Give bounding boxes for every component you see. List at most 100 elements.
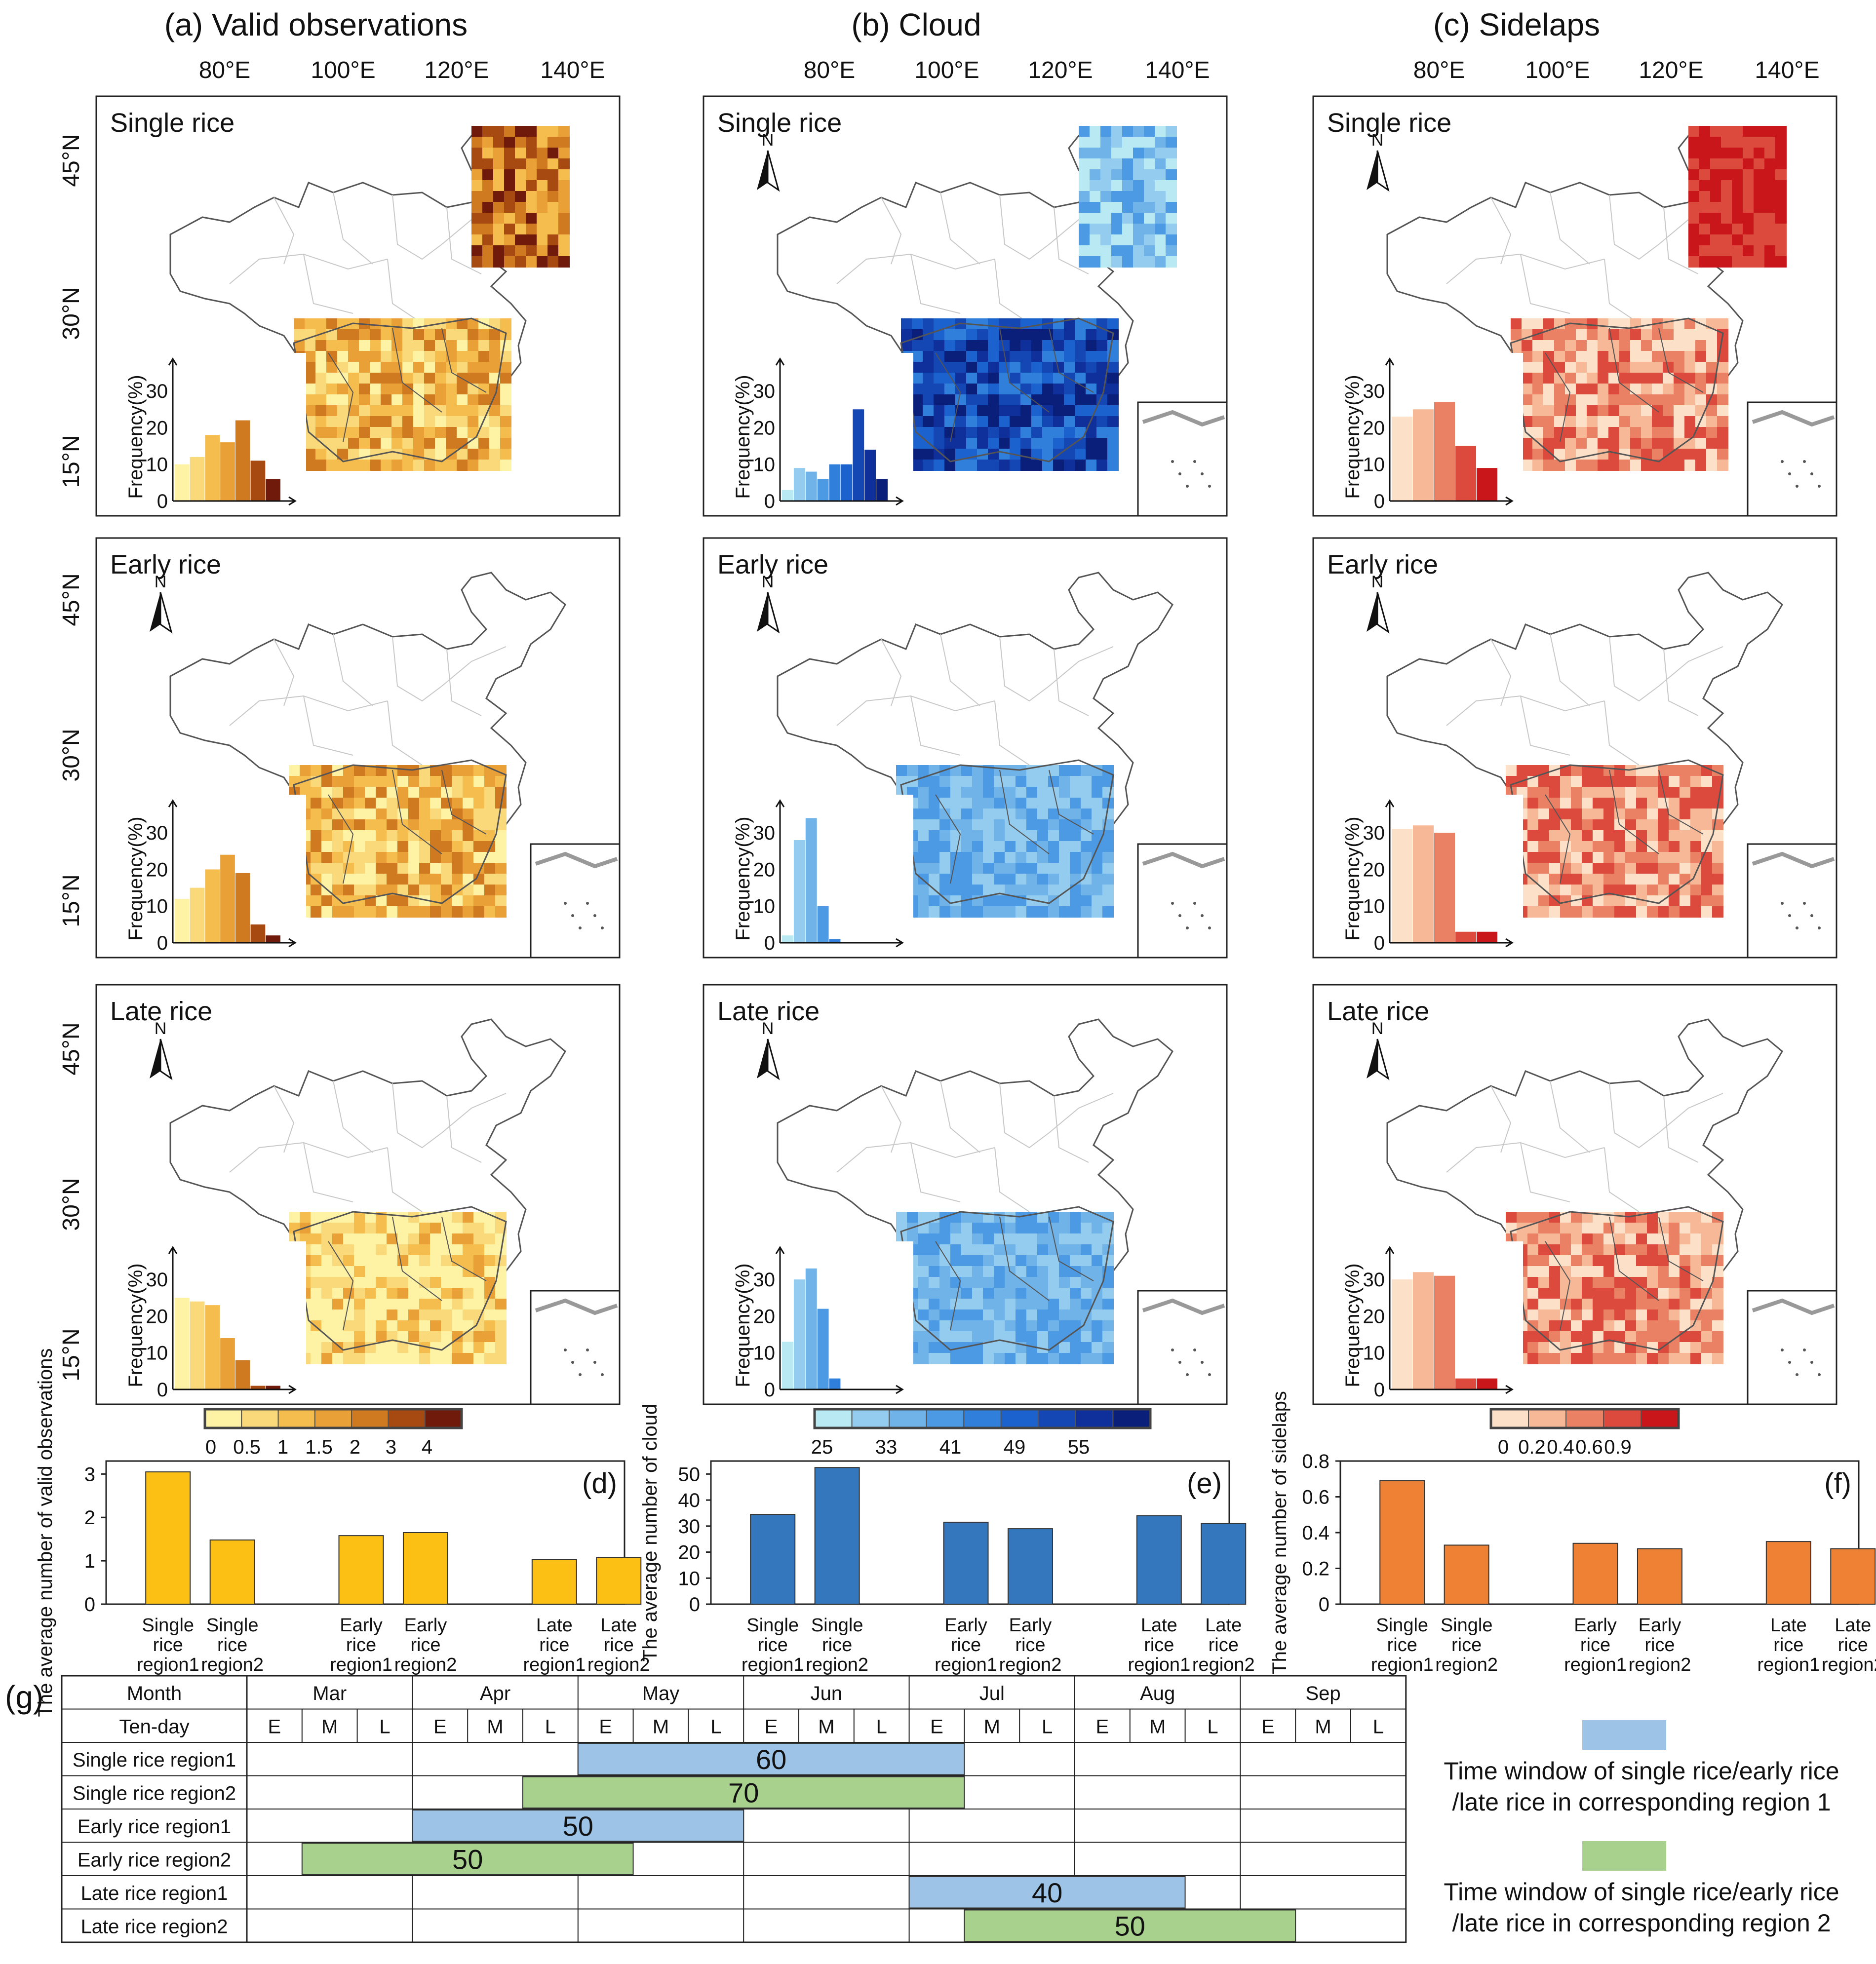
map-cell — [365, 841, 376, 852]
hist-tick-label: 30 — [753, 381, 776, 402]
map-cell — [1144, 158, 1155, 170]
map-cell — [1543, 405, 1555, 417]
histogram-bar — [1434, 1275, 1455, 1389]
map-cell — [1603, 1255, 1615, 1267]
map-cell — [457, 405, 468, 417]
map-cell — [1593, 1288, 1604, 1299]
map-cell — [478, 351, 490, 362]
map-cell — [1603, 1342, 1615, 1353]
map-cell — [1641, 394, 1652, 406]
dekad-label: M — [321, 1716, 338, 1737]
map-cell — [473, 1277, 485, 1288]
map-cell — [1712, 1277, 1723, 1288]
map-cell — [1658, 852, 1669, 863]
map-cell — [526, 213, 537, 224]
map-cell — [370, 373, 381, 384]
map-cell — [999, 373, 1010, 384]
map-cell — [912, 373, 923, 384]
map-cell — [1081, 1233, 1092, 1245]
map-cell — [1680, 1255, 1691, 1267]
map-cell — [1636, 787, 1647, 798]
hist-y-arrow — [775, 1246, 785, 1254]
map-cell — [1658, 776, 1669, 787]
map-cell — [1710, 224, 1721, 235]
map-cell — [929, 1299, 940, 1310]
map-cell — [1102, 852, 1114, 863]
map-cell — [1614, 1309, 1626, 1321]
map-cell — [1081, 1266, 1092, 1277]
map-cell — [944, 351, 956, 362]
map-cell — [558, 126, 570, 137]
map-cell — [944, 384, 956, 395]
map-cell — [1608, 460, 1620, 471]
hist-tick-label: 30 — [1363, 822, 1385, 844]
map-cell — [1695, 449, 1707, 460]
map-cell — [950, 1309, 962, 1321]
category-label: Late — [536, 1615, 573, 1636]
map-cell — [321, 765, 333, 776]
map-cell — [391, 427, 403, 438]
map-cell — [430, 841, 441, 852]
lat-tick: 45°N — [58, 573, 84, 626]
map-cell — [391, 416, 403, 427]
map-cell — [1732, 234, 1743, 246]
map-cell — [1754, 148, 1765, 159]
map-cell — [983, 1233, 994, 1245]
map-cell — [1081, 776, 1092, 787]
map-cell — [1549, 819, 1561, 831]
map-cell — [430, 798, 441, 809]
map-cell — [1674, 416, 1685, 427]
map-cell — [332, 1320, 344, 1332]
map-cell — [1706, 384, 1718, 395]
bar — [531, 1559, 577, 1605]
map-cell — [1571, 1320, 1582, 1332]
map-cell — [1571, 1223, 1582, 1234]
map-cell — [1576, 351, 1587, 362]
map-cell — [1587, 340, 1598, 351]
map-cell — [1549, 1342, 1561, 1353]
map-cell — [1079, 213, 1090, 224]
inset-island — [593, 914, 596, 917]
map-cell — [1133, 202, 1144, 213]
map-cell — [1037, 798, 1049, 809]
region-boundary — [1545, 328, 1704, 442]
lat-tick: 15°N — [58, 874, 84, 927]
map-cell — [484, 809, 496, 820]
map-cell — [311, 1288, 322, 1299]
map-cell — [1100, 180, 1112, 192]
map-cell — [1699, 126, 1711, 137]
map-cell — [365, 830, 376, 842]
map-cell — [376, 1299, 387, 1310]
map-cell — [482, 202, 494, 213]
map-cell — [1092, 1342, 1103, 1353]
map-cell — [504, 224, 515, 235]
map-cell — [1582, 863, 1593, 874]
category-label: rice — [1144, 1635, 1174, 1656]
panel-title-c: (c) Sidelaps — [1433, 7, 1600, 42]
map-cell — [1674, 460, 1685, 471]
map-cell — [1699, 213, 1711, 224]
map-cell — [495, 1320, 507, 1332]
map-cell — [305, 373, 316, 384]
map-cell — [1699, 256, 1711, 268]
map-cell — [1636, 906, 1647, 918]
map-cell — [452, 852, 463, 863]
map-cell — [1582, 776, 1593, 787]
map-cell — [1075, 460, 1086, 471]
map-cell — [452, 1299, 463, 1310]
map-cell — [441, 1320, 452, 1332]
map-cell — [1576, 329, 1587, 341]
time-window-bar — [522, 1776, 965, 1809]
map-cell — [1652, 340, 1663, 351]
map-cell — [918, 798, 929, 809]
map-cell — [1538, 765, 1550, 776]
map-cell — [1603, 776, 1615, 787]
map-cell — [452, 874, 463, 885]
map-cell — [1603, 852, 1615, 863]
map-cell — [1674, 449, 1685, 460]
map-cell — [1010, 351, 1021, 362]
province-boundary — [1520, 1142, 1570, 1202]
map-cell — [495, 830, 507, 842]
map-cell — [1764, 158, 1776, 170]
map-cell — [1560, 776, 1571, 787]
